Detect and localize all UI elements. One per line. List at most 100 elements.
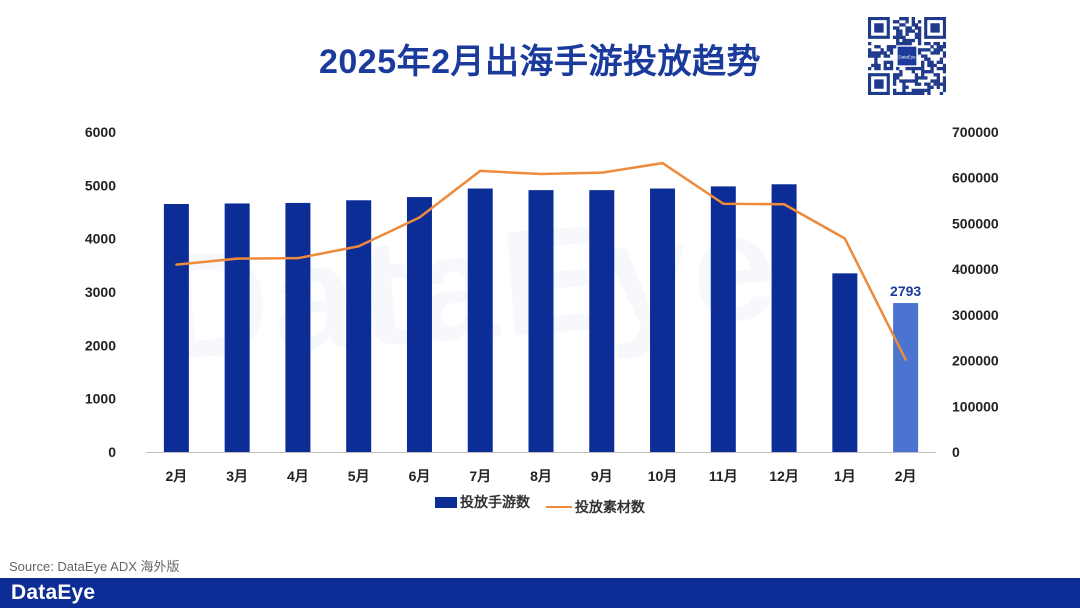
qr-module	[914, 76, 919, 80]
qr-module	[908, 29, 912, 33]
qr-module	[939, 66, 944, 71]
qr-module	[889, 63, 894, 68]
qr-module	[886, 48, 891, 52]
qr-module	[892, 45, 897, 49]
qr-module	[911, 70, 915, 74]
line-point	[175, 263, 178, 266]
qr-module	[924, 70, 928, 74]
qr-module	[924, 41, 928, 46]
qr-module	[917, 20, 922, 24]
qr-module	[899, 29, 903, 33]
qr-module	[883, 66, 887, 71]
brand-logo: DataEye	[11, 581, 96, 604]
qr-module	[927, 82, 931, 86]
y-left-tick-label: 0	[108, 444, 116, 460]
x-tick-label: 2月	[165, 468, 187, 484]
x-tick-label: 11月	[709, 468, 738, 484]
legend: 投放手游数 投放素材数	[0, 492, 1080, 517]
qr-module	[911, 79, 915, 83]
qr-module	[877, 54, 881, 58]
qr-module	[942, 54, 946, 58]
qr-module	[905, 26, 909, 30]
qr-module	[917, 88, 922, 93]
qr-module	[899, 91, 903, 95]
qr-module	[924, 57, 928, 61]
qr-module	[902, 85, 906, 89]
qr-module	[921, 66, 925, 71]
qr-module	[896, 76, 900, 80]
qr-module	[902, 17, 906, 21]
qr-module	[868, 66, 872, 71]
qr-module	[914, 73, 919, 77]
qr-module	[921, 60, 925, 64]
qr-module	[896, 66, 900, 71]
y-right-tick-label: 500000	[952, 215, 999, 231]
y-right-tick-label: 700000	[952, 124, 999, 140]
qr-module	[902, 82, 906, 86]
qr-module	[936, 66, 940, 71]
qr-module	[917, 48, 922, 52]
y-right-tick-label: 200000	[952, 353, 999, 369]
y-right-tick-label: 100000	[952, 398, 999, 414]
qr-module	[896, 41, 900, 46]
qr-module	[886, 66, 891, 71]
qr-module	[874, 54, 878, 58]
qr-module	[899, 41, 903, 46]
qr-module	[892, 26, 897, 30]
qr-module	[889, 51, 894, 55]
qr-module	[933, 73, 937, 77]
qr-module	[908, 38, 912, 43]
qr-module	[927, 91, 931, 95]
qr-module	[896, 38, 900, 43]
qr-module	[892, 91, 897, 95]
qr-module	[930, 51, 934, 55]
data-label: 2793	[890, 283, 921, 299]
qr-module	[917, 66, 922, 71]
qr-module	[933, 41, 937, 46]
bar	[406, 197, 432, 452]
qr-module	[917, 82, 922, 86]
line-point	[235, 257, 239, 260]
qr-module	[896, 91, 900, 95]
qr-module	[892, 88, 897, 93]
qr-module	[921, 63, 925, 68]
qr-module	[874, 45, 878, 49]
qr-module	[942, 66, 946, 71]
y-left-tick-label: 2000	[85, 337, 116, 353]
qr-module	[889, 66, 894, 71]
qr-module	[933, 51, 937, 55]
bar	[528, 190, 554, 452]
qr-module	[902, 41, 906, 46]
qr-module	[917, 35, 922, 40]
qr-module	[905, 32, 909, 36]
qr-module	[939, 60, 944, 64]
qr-module	[899, 73, 903, 77]
qr-module	[921, 54, 925, 58]
qr-module	[911, 29, 915, 33]
qr-module	[883, 60, 887, 64]
x-tick-label: 6月	[409, 468, 431, 484]
qr-module	[899, 32, 903, 36]
qr-module	[899, 70, 903, 74]
qr-module	[889, 48, 894, 52]
qr-module	[927, 48, 931, 52]
qr-module	[868, 48, 872, 52]
legend-line-swatch	[545, 505, 572, 508]
y-right-tick-label: 600000	[952, 170, 999, 186]
qr-module	[939, 91, 944, 95]
qr-module	[917, 29, 922, 33]
qr-module	[936, 73, 940, 77]
qr-module	[892, 35, 897, 40]
qr-module	[936, 60, 940, 64]
bar	[771, 184, 797, 452]
qr-module	[939, 82, 944, 86]
qr-module	[917, 38, 922, 43]
qr-module	[911, 91, 915, 95]
bar	[710, 186, 736, 452]
qr-module	[874, 60, 878, 64]
bar	[224, 203, 250, 452]
qr-module	[877, 66, 881, 71]
qr-module	[942, 76, 946, 80]
qr-module	[936, 45, 940, 49]
